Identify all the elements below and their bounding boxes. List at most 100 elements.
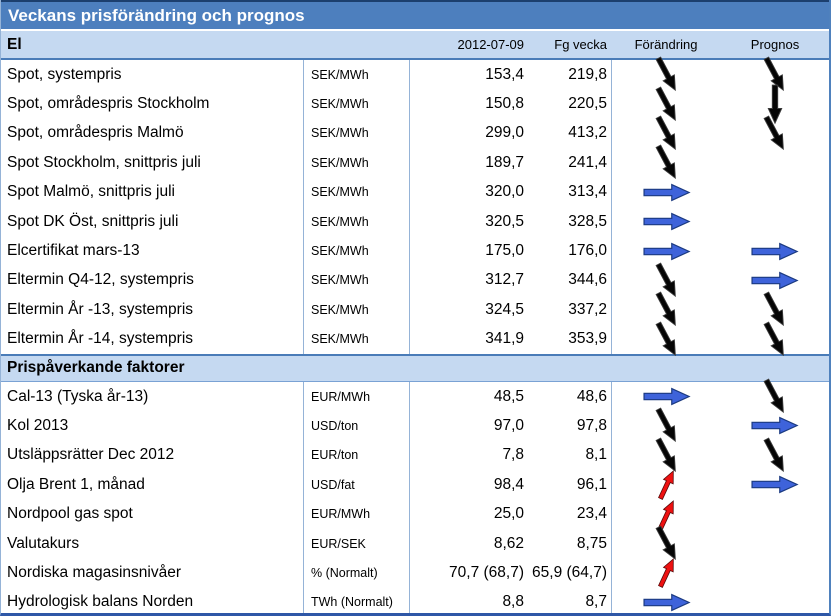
forecast-arrow-cell xyxy=(721,291,829,327)
change-arrow-cell xyxy=(611,470,721,501)
row-name: Cal-13 (Tyska år-13) xyxy=(7,387,149,405)
value-previous: 328,5 xyxy=(568,212,607,230)
table-row: Cal-13 (Tyska år-13) EUR/MWh 48,5 48,6 xyxy=(1,378,829,414)
value-previous: 353,9 xyxy=(568,330,607,348)
value-current: 153,4 xyxy=(409,60,531,90)
change-arrow-cell xyxy=(611,407,721,443)
forecast-arrow-cell xyxy=(721,529,829,558)
value-previous: 23,4 xyxy=(576,505,607,523)
row-name: Nordpool gas spot xyxy=(7,505,133,523)
black-down-right-arrow-icon xyxy=(654,525,676,561)
forecast-arrow-cell xyxy=(721,437,829,473)
col-header-forecast: Prognos xyxy=(750,37,800,52)
table-row: Elcertifikat mars-13 SEK/MWh 175,0 176,0 xyxy=(1,236,829,266)
black-down-right-arrow-icon xyxy=(763,437,784,473)
value-current: 320,0 xyxy=(409,177,531,207)
table-row: Valutakurs EUR/SEK 8,62 8,75 xyxy=(1,525,829,561)
black-down-right-arrow-icon xyxy=(763,115,784,151)
value-previous: 337,2 xyxy=(568,300,607,318)
table-row: Spot Malmö, snittpris juli SEK/MWh 320,0 31… xyxy=(1,177,829,207)
value-previous: 220,5 xyxy=(568,95,607,113)
value-previous: 8,7 xyxy=(585,593,607,611)
table-row: Olja Brent 1, månad USD/fat 98,4 96,1 xyxy=(1,470,829,501)
black-down-arrow-icon xyxy=(767,84,783,124)
value-current: 7,8 xyxy=(409,440,531,471)
forecast-arrow-cell xyxy=(721,411,829,440)
value-current: 312,7 xyxy=(409,265,531,296)
black-down-right-arrow-icon xyxy=(654,86,676,121)
row-name: Elcertifikat mars-13 xyxy=(7,242,140,260)
value-previous: 313,4 xyxy=(568,183,607,201)
red-up-right-arrow-icon xyxy=(657,470,674,501)
value-previous: 97,8 xyxy=(576,416,607,434)
blue-right-arrow-icon xyxy=(751,271,799,290)
table-row: Eltermin Q4-12, systempris SEK/MWh 312,7 34… xyxy=(1,262,829,298)
row-unit: SEK/MWh xyxy=(303,236,409,266)
change-arrow-cell xyxy=(611,321,721,356)
row-name: Valutakurs xyxy=(7,534,80,552)
change-arrow-cell xyxy=(611,206,721,237)
value-current: 320,5 xyxy=(409,206,531,237)
row-unit: SEK/MWh xyxy=(303,148,409,178)
row-name: Olja Brent 1, månad xyxy=(7,475,145,493)
forecast-arrow-cell xyxy=(721,378,829,414)
black-down-right-arrow-icon xyxy=(654,144,676,180)
blue-right-arrow-icon xyxy=(751,475,799,494)
red-up-right-arrow-icon xyxy=(657,558,674,589)
value-previous: 96,1 xyxy=(576,475,607,493)
table-row: Hydrologisk balans Norden TWh (Normalt) 8,… xyxy=(1,587,829,613)
value-previous: 8,1 xyxy=(585,446,607,464)
blue-right-arrow-icon xyxy=(642,183,691,202)
black-down-right-arrow-icon xyxy=(654,321,676,356)
change-arrow-cell xyxy=(611,56,721,92)
change-arrow-cell xyxy=(611,558,721,589)
col-header-prev-week: Fg vecka xyxy=(554,37,607,52)
row-unit: EUR/ton xyxy=(303,440,409,471)
black-down-right-arrow-icon xyxy=(654,56,676,92)
column-header-row: El 2012-07-09 Fg vecka Förändring Progno… xyxy=(1,31,829,60)
table-row: Nordiska magasinsnivåer % (Normalt) 70,7 (… xyxy=(1,558,829,589)
value-current: 324,5 xyxy=(409,295,531,325)
forecast-arrow-cell xyxy=(721,558,829,587)
section-label-el: El xyxy=(7,35,22,53)
row-unit: SEK/MWh xyxy=(303,89,409,119)
forecast-arrow-cell xyxy=(721,115,829,151)
black-down-right-arrow-icon xyxy=(654,262,676,298)
change-arrow-cell xyxy=(611,437,721,473)
value-current: 175,0 xyxy=(409,236,531,266)
black-down-right-arrow-icon xyxy=(763,321,784,356)
forecast-arrow-cell xyxy=(721,84,829,124)
row-unit: TWh (Normalt) xyxy=(303,587,409,613)
row-name: Nordiska magasinsnivåer xyxy=(7,563,182,581)
value-current: 98,4 xyxy=(409,470,531,500)
table-row: Spot Stockholm, snittpris juli SEK/MWh 189… xyxy=(1,144,829,180)
table-row: Spot DK Öst, snittpris juli SEK/MWh 320,5 3… xyxy=(1,206,829,237)
row-unit: SEK/MWh xyxy=(303,265,409,296)
row-name: Spot, systempris xyxy=(7,65,122,83)
row-unit: EUR/SEK xyxy=(303,528,409,559)
row-name: Spot Malmö, snittpris juli xyxy=(7,183,175,201)
change-arrow-cell xyxy=(611,115,721,151)
row-name: Spot, områdespris Malmö xyxy=(7,124,184,142)
value-current: 97,0 xyxy=(409,411,531,441)
value-current: 8,62 xyxy=(409,528,531,559)
change-arrow-cell xyxy=(611,381,721,412)
value-previous: 413,2 xyxy=(568,124,607,142)
forecast-arrow-cell xyxy=(721,266,829,295)
black-down-right-arrow-icon xyxy=(654,291,676,327)
table-row: Eltermin År -13, systempris SEK/MWh 324,5 3… xyxy=(1,291,829,327)
change-arrow-cell xyxy=(611,587,721,613)
row-unit: EUR/MWh xyxy=(303,381,409,412)
blue-right-arrow-icon xyxy=(642,387,691,406)
blue-right-arrow-icon xyxy=(751,242,799,260)
row-name: Eltermin År -13, systempris xyxy=(7,300,194,318)
row-name: Spot DK Öst, snittpris juli xyxy=(7,212,179,230)
value-previous: 344,6 xyxy=(568,271,607,289)
blue-right-arrow-icon xyxy=(751,417,799,435)
table-row: Nordpool gas spot EUR/MWh 25,0 23,4 xyxy=(1,499,829,530)
factors-section-rows: Cal-13 (Tyska år-13) EUR/MWh 48,5 48,6 Kol 2… xyxy=(1,378,829,613)
row-unit: SEK/MWh xyxy=(303,324,409,354)
row-name: Utsläppsrätter Dec 2012 xyxy=(7,446,175,464)
forecast-arrow-cell xyxy=(721,207,829,236)
